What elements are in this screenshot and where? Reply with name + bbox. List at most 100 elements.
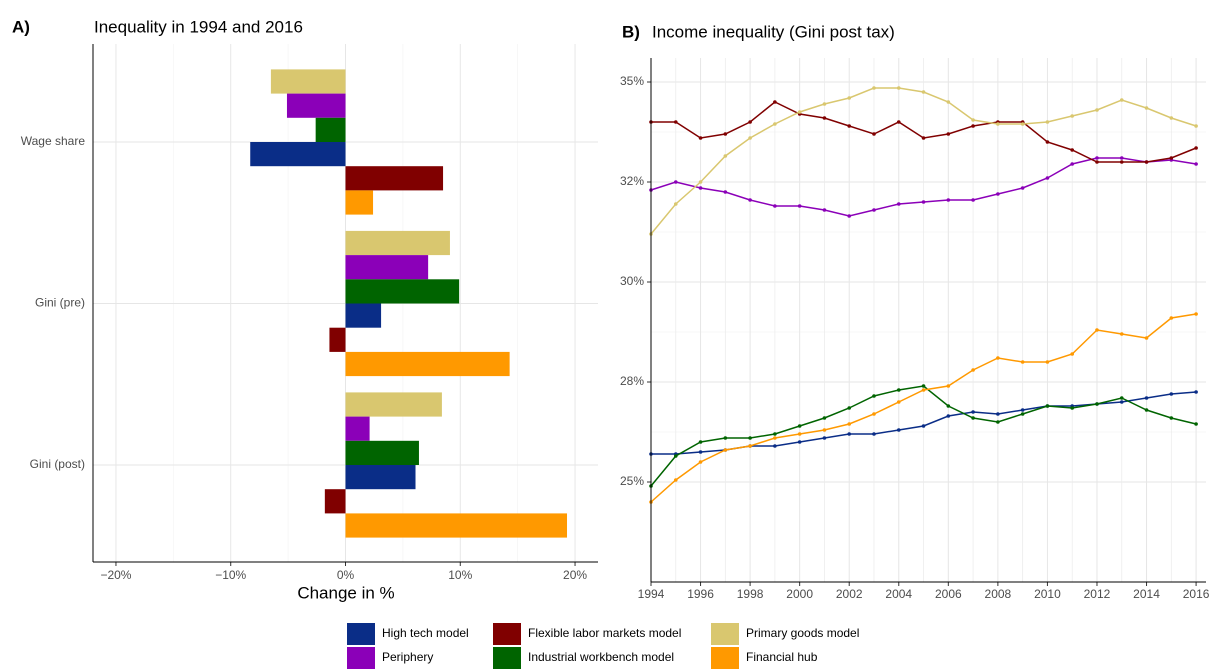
point	[748, 444, 752, 448]
point	[673, 202, 678, 206]
point	[1194, 124, 1198, 128]
point	[748, 198, 752, 202]
point	[1070, 148, 1075, 152]
point	[1119, 400, 1124, 404]
point	[1119, 332, 1124, 336]
point	[946, 414, 951, 418]
point	[896, 400, 901, 404]
point	[1119, 98, 1124, 102]
chart-title: Inequality in 1994 and 2016	[94, 17, 303, 36]
point	[1194, 146, 1198, 150]
point	[847, 124, 852, 128]
x-tick-label: 10%	[448, 568, 472, 582]
bar	[345, 166, 444, 191]
bar	[286, 93, 346, 118]
point	[921, 90, 926, 94]
legend-label: Periphery	[382, 650, 433, 664]
point	[896, 388, 901, 392]
point	[946, 132, 951, 136]
point	[748, 120, 752, 124]
bar	[345, 303, 382, 328]
y-tick-label: Gini (pre)	[35, 296, 85, 310]
point	[1169, 416, 1174, 420]
point	[698, 186, 703, 190]
point	[1020, 360, 1025, 364]
legend-label: Industrial workbench model	[528, 650, 674, 664]
point	[847, 214, 852, 218]
legend-label: Primary goods model	[746, 626, 859, 640]
point	[773, 436, 777, 440]
panel-tag: A)	[12, 17, 30, 36]
legend-swatch	[347, 623, 375, 645]
point	[921, 200, 926, 204]
point	[673, 454, 678, 458]
bar	[345, 440, 419, 465]
point	[797, 432, 802, 436]
point	[996, 412, 1000, 416]
point	[1194, 422, 1198, 426]
x-tick-label: 2016	[1183, 587, 1210, 601]
point	[996, 122, 1000, 126]
point	[872, 132, 876, 136]
point	[872, 208, 876, 212]
point	[822, 116, 827, 120]
x-tick-label: 1998	[737, 587, 764, 601]
point	[946, 384, 951, 388]
bar	[250, 142, 346, 167]
legend-swatch	[711, 623, 739, 645]
bar	[345, 513, 568, 538]
point	[773, 444, 777, 448]
point	[1045, 360, 1050, 364]
point	[847, 406, 852, 410]
x-tick-label: −20%	[100, 568, 131, 582]
point	[1194, 162, 1198, 166]
point	[1194, 312, 1198, 316]
bar	[345, 416, 370, 441]
point	[723, 448, 728, 452]
point	[896, 86, 901, 90]
legend-swatch	[493, 623, 521, 645]
point	[1095, 156, 1099, 160]
point	[996, 356, 1000, 360]
point	[847, 96, 852, 100]
x-axis-label: Change in %	[297, 583, 394, 602]
point	[1119, 160, 1124, 164]
legend-swatch	[711, 647, 739, 669]
legend-swatch	[493, 647, 521, 669]
point	[1045, 120, 1050, 124]
point	[673, 478, 678, 482]
point	[921, 136, 926, 140]
bar	[315, 117, 346, 142]
point	[723, 190, 728, 194]
bar	[270, 69, 346, 94]
bar	[345, 230, 450, 256]
point	[921, 384, 926, 388]
point	[896, 428, 901, 432]
point	[1045, 404, 1050, 408]
point	[896, 120, 901, 124]
point	[723, 132, 728, 136]
point	[723, 436, 728, 440]
point	[872, 394, 876, 398]
point	[1045, 176, 1050, 180]
point	[971, 118, 975, 122]
x-tick-label: 2002	[836, 587, 863, 601]
y-tick-label: 28%	[620, 374, 644, 388]
panel-tag: B)	[622, 22, 640, 41]
point	[1070, 352, 1075, 356]
point	[1144, 106, 1149, 110]
y-tick-label: 30%	[620, 274, 644, 288]
x-tick-label: −10%	[215, 568, 246, 582]
point	[797, 204, 802, 208]
bar	[345, 351, 510, 377]
point	[1020, 412, 1025, 416]
y-tick-label: 35%	[620, 74, 644, 88]
point	[1169, 316, 1174, 320]
y-tick-label: 32%	[620, 174, 644, 188]
point	[773, 432, 777, 436]
point	[1095, 402, 1099, 406]
x-tick-label: 2014	[1133, 587, 1160, 601]
legend-label: Flexible labor markets model	[528, 626, 681, 640]
x-tick-label: 2006	[935, 587, 962, 601]
point	[847, 432, 852, 436]
